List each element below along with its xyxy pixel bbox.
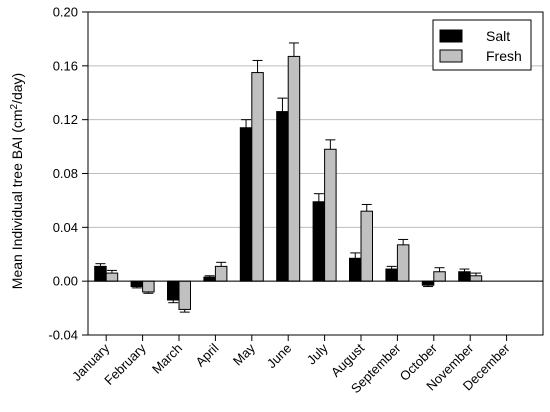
legend-label-fresh: Fresh (486, 48, 522, 64)
bar-fresh (324, 148, 337, 282)
y-tick-label: 0.16 (53, 58, 78, 73)
y-axis-ticks: -0.04 0.00 0.04 0.08 0.12 0.16 0.20 (48, 5, 88, 343)
bar-fresh (360, 210, 373, 282)
y-tick-label: 0.04 (53, 220, 78, 235)
y-tick-label: 0.00 (53, 274, 78, 289)
bar-salt (94, 265, 107, 282)
bar-fresh (178, 280, 191, 310)
bar-salt (130, 280, 144, 288)
bar-fresh (287, 55, 301, 282)
bar-salt (203, 276, 216, 282)
legend: Salt Fresh (432, 19, 532, 71)
bar-fresh (469, 275, 483, 282)
bar-salt (239, 127, 253, 282)
y-axis-title: Mean Individual tree BAI (cm2/day) (9, 73, 25, 289)
legend-label-salt: Salt (486, 28, 510, 44)
bar-salt (276, 111, 289, 282)
bar-fresh (433, 271, 446, 282)
y-tick-label: 0.08 (53, 166, 78, 181)
bar-fresh (251, 72, 264, 282)
bar-salt (458, 271, 471, 282)
bar-salt (421, 280, 435, 286)
bar-salt (312, 201, 326, 282)
y-tick-label: -0.04 (48, 328, 78, 343)
bar-fresh (105, 272, 119, 282)
bar-salt (349, 257, 362, 282)
y-tick-label: 0.12 (53, 112, 78, 127)
error-bars (95, 42, 481, 313)
bar-salt (385, 268, 398, 282)
bar-fresh (214, 265, 228, 282)
bar-salt (167, 280, 180, 301)
legend-swatch-fresh (439, 49, 463, 63)
legend-swatch-salt (439, 29, 463, 43)
bar-fresh (396, 244, 410, 282)
y-tick-label: 0.20 (53, 5, 78, 20)
bar-fresh (142, 280, 155, 293)
